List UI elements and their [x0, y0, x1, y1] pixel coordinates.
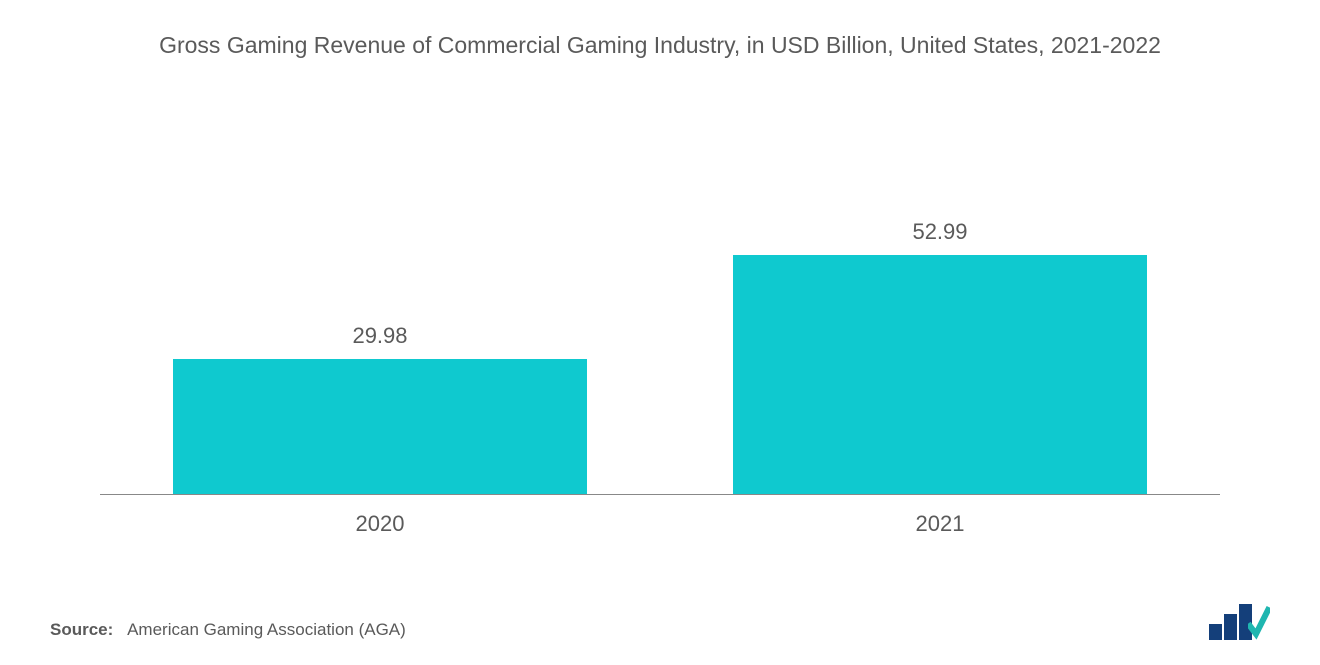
bar-group-1: 52.99: [694, 219, 1187, 495]
bar-label-1: 2021: [694, 511, 1187, 537]
source: Source: American Gaming Association (AGA…: [50, 620, 406, 640]
brand-logo-icon: [1209, 604, 1270, 640]
baseline: [100, 494, 1220, 495]
logo-bar-1: [1209, 624, 1222, 640]
logo-check-icon: [1248, 604, 1270, 640]
bars-row: 29.98 52.99: [100, 219, 1220, 495]
bar-group-0: 29.98: [134, 323, 627, 495]
logo-bar-2: [1224, 614, 1237, 640]
bar-value-0: 29.98: [352, 323, 407, 349]
source-text: American Gaming Association (AGA): [127, 620, 406, 639]
footer: Source: American Gaming Association (AGA…: [50, 604, 1270, 640]
bar-0: [173, 359, 587, 495]
chart-title: Gross Gaming Revenue of Commercial Gamin…: [0, 0, 1320, 61]
bar-value-1: 52.99: [912, 219, 967, 245]
source-label: Source:: [50, 620, 113, 639]
chart-area: 29.98 52.99 2020 2021: [100, 175, 1220, 545]
labels-row: 2020 2021: [100, 511, 1220, 537]
bar-label-0: 2020: [134, 511, 627, 537]
bar-1: [733, 255, 1147, 495]
